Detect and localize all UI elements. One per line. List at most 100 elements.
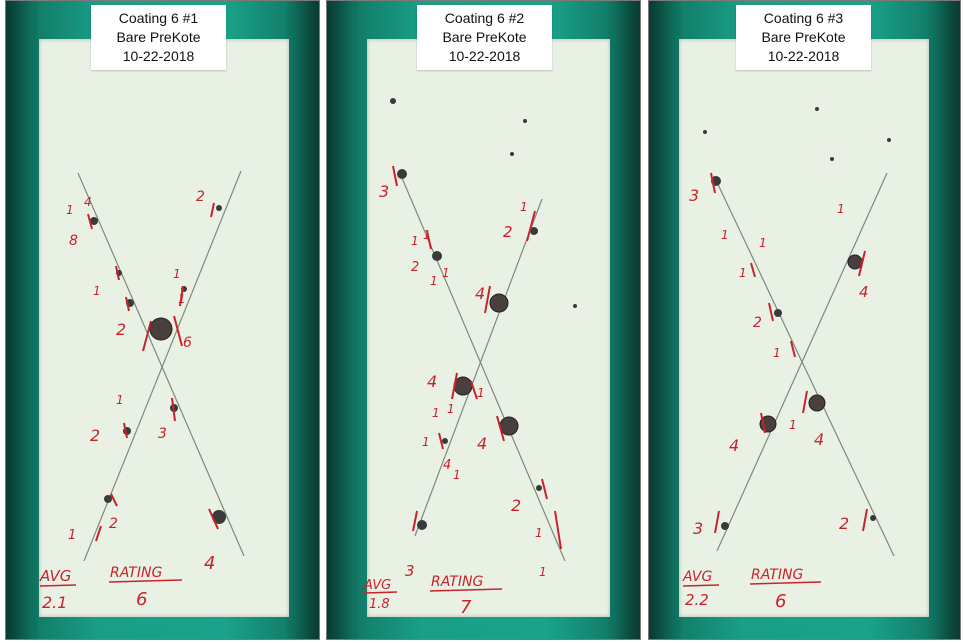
- label-line-2: Bare PreKote: [116, 29, 201, 45]
- scribe-mark: [470, 380, 478, 400]
- scribe-mark: [171, 397, 176, 422]
- scribe-mark: [790, 340, 796, 358]
- blister: [573, 304, 577, 308]
- blister: [808, 394, 826, 412]
- rating-number: 2: [511, 496, 521, 515]
- specimen-label: Coating 6 #1 Bare PreKote 10-22-2018: [91, 5, 226, 70]
- rating-number: 1: [442, 266, 450, 280]
- rating-number: 3: [379, 182, 389, 201]
- avg-label: AVG: [39, 567, 71, 585]
- rating-number: 1: [432, 406, 440, 420]
- avg-label: AVG: [363, 578, 391, 593]
- test-panel: [367, 39, 610, 617]
- blister: [523, 119, 527, 123]
- photo-panel-1: Coating 6 #1 Bare PreKote 10-22-2018 1 4…: [5, 0, 320, 640]
- blister: [815, 107, 819, 111]
- rating-number: 2: [196, 189, 205, 205]
- scribe-mark: [173, 315, 183, 347]
- blister: [216, 205, 222, 211]
- label-line-3: 10-22-2018: [448, 48, 521, 64]
- scribe-mark: [496, 415, 505, 442]
- blister: [489, 293, 509, 313]
- rating-number: 1: [535, 526, 543, 540]
- blister: [510, 152, 514, 156]
- rating-label: RATING: [110, 565, 162, 581]
- label-line-2: Bare PreKote: [442, 29, 527, 45]
- label-line-3: 10-22-2018: [767, 48, 840, 64]
- label-line-1: Coating 6 #1: [118, 10, 199, 26]
- rating-number: 1: [93, 284, 101, 298]
- scribe-mark: [110, 493, 118, 507]
- blister: [442, 438, 448, 444]
- rating-number: 3: [693, 519, 703, 538]
- blister: [830, 157, 834, 161]
- rating-number: 1: [739, 266, 747, 280]
- rating-number: 8: [69, 233, 78, 249]
- ink-ticks: [392, 165, 562, 550]
- scribe-mark: [768, 302, 774, 322]
- blister: [499, 416, 519, 436]
- rating-value: 6: [136, 589, 147, 610]
- rating-label: RATING: [751, 567, 803, 583]
- test-panel: [679, 39, 929, 617]
- rating-number: 1: [178, 292, 186, 306]
- tape-left: [649, 1, 681, 639]
- rating-number: 4: [475, 284, 485, 303]
- scribe-mark: [484, 285, 491, 314]
- rating-number: 4: [443, 458, 451, 473]
- photo-panel-3: Coating 6 #3 Bare PreKote 10-22-2018 3 1…: [648, 0, 961, 640]
- scribe-mark: [438, 432, 444, 450]
- blister: [417, 520, 427, 530]
- scribe-mark: [451, 372, 458, 400]
- label-line-3: 10-22-2018: [122, 48, 195, 64]
- scribe-mark: [862, 508, 868, 532]
- rating-number: 1: [773, 346, 781, 360]
- blister: [149, 317, 173, 341]
- blister: [536, 485, 542, 491]
- avg-value: 2.1: [42, 593, 67, 612]
- rating-number: 1: [453, 468, 461, 482]
- label-line-2: Bare PreKote: [761, 29, 846, 45]
- scribe-mark: [39, 584, 77, 587]
- rating-number: 1: [66, 203, 74, 217]
- scribe-mark: [108, 579, 183, 583]
- scribe-mark: [392, 165, 398, 187]
- scribe-mark: [749, 581, 822, 585]
- rating-number: 1: [430, 274, 438, 288]
- rating-label: RATING: [431, 574, 483, 590]
- scribe-marks: 1 4 2 8 1 1 1 2 6 1 2 3 1 2 4 AVG 2.1 RA…: [39, 170, 245, 612]
- rating-number: 1: [477, 386, 485, 400]
- scribe-mark: [526, 210, 536, 242]
- scribe-line-b: [414, 198, 543, 537]
- scribe-mark: [750, 262, 756, 278]
- scribe-mark: [760, 412, 766, 434]
- scribe-mark: [95, 525, 102, 542]
- scribe-mark: [429, 588, 503, 592]
- rating-number: 6: [183, 335, 192, 351]
- rating-number: 1: [116, 393, 124, 407]
- rating-number: 1: [520, 200, 528, 214]
- scribe-mark: [115, 265, 120, 281]
- rating-number: 4: [814, 430, 824, 449]
- blister: [721, 522, 729, 530]
- blister: [90, 217, 98, 225]
- blister: [397, 169, 407, 179]
- scribe-line-a: [77, 172, 245, 557]
- scribe-mark: [412, 510, 418, 532]
- scribe-mark: [210, 202, 215, 218]
- scribe-mark: [123, 422, 128, 439]
- scribe-line-a: [398, 170, 566, 562]
- rating-number: 2: [753, 315, 762, 331]
- label-line-1: Coating 6 #2: [444, 10, 525, 26]
- rating-value: 7: [460, 597, 472, 618]
- blister: [870, 515, 876, 521]
- scribe-mark: [426, 230, 432, 250]
- rating-number: 3: [158, 426, 167, 442]
- scribe-mark: [682, 584, 720, 587]
- blister: [212, 510, 226, 524]
- rating-number: 1: [721, 228, 729, 242]
- rating-number: 2: [109, 516, 118, 532]
- rating-number: 1: [759, 236, 767, 250]
- rating-number: 1: [173, 267, 181, 281]
- ink-ticks: [710, 172, 868, 534]
